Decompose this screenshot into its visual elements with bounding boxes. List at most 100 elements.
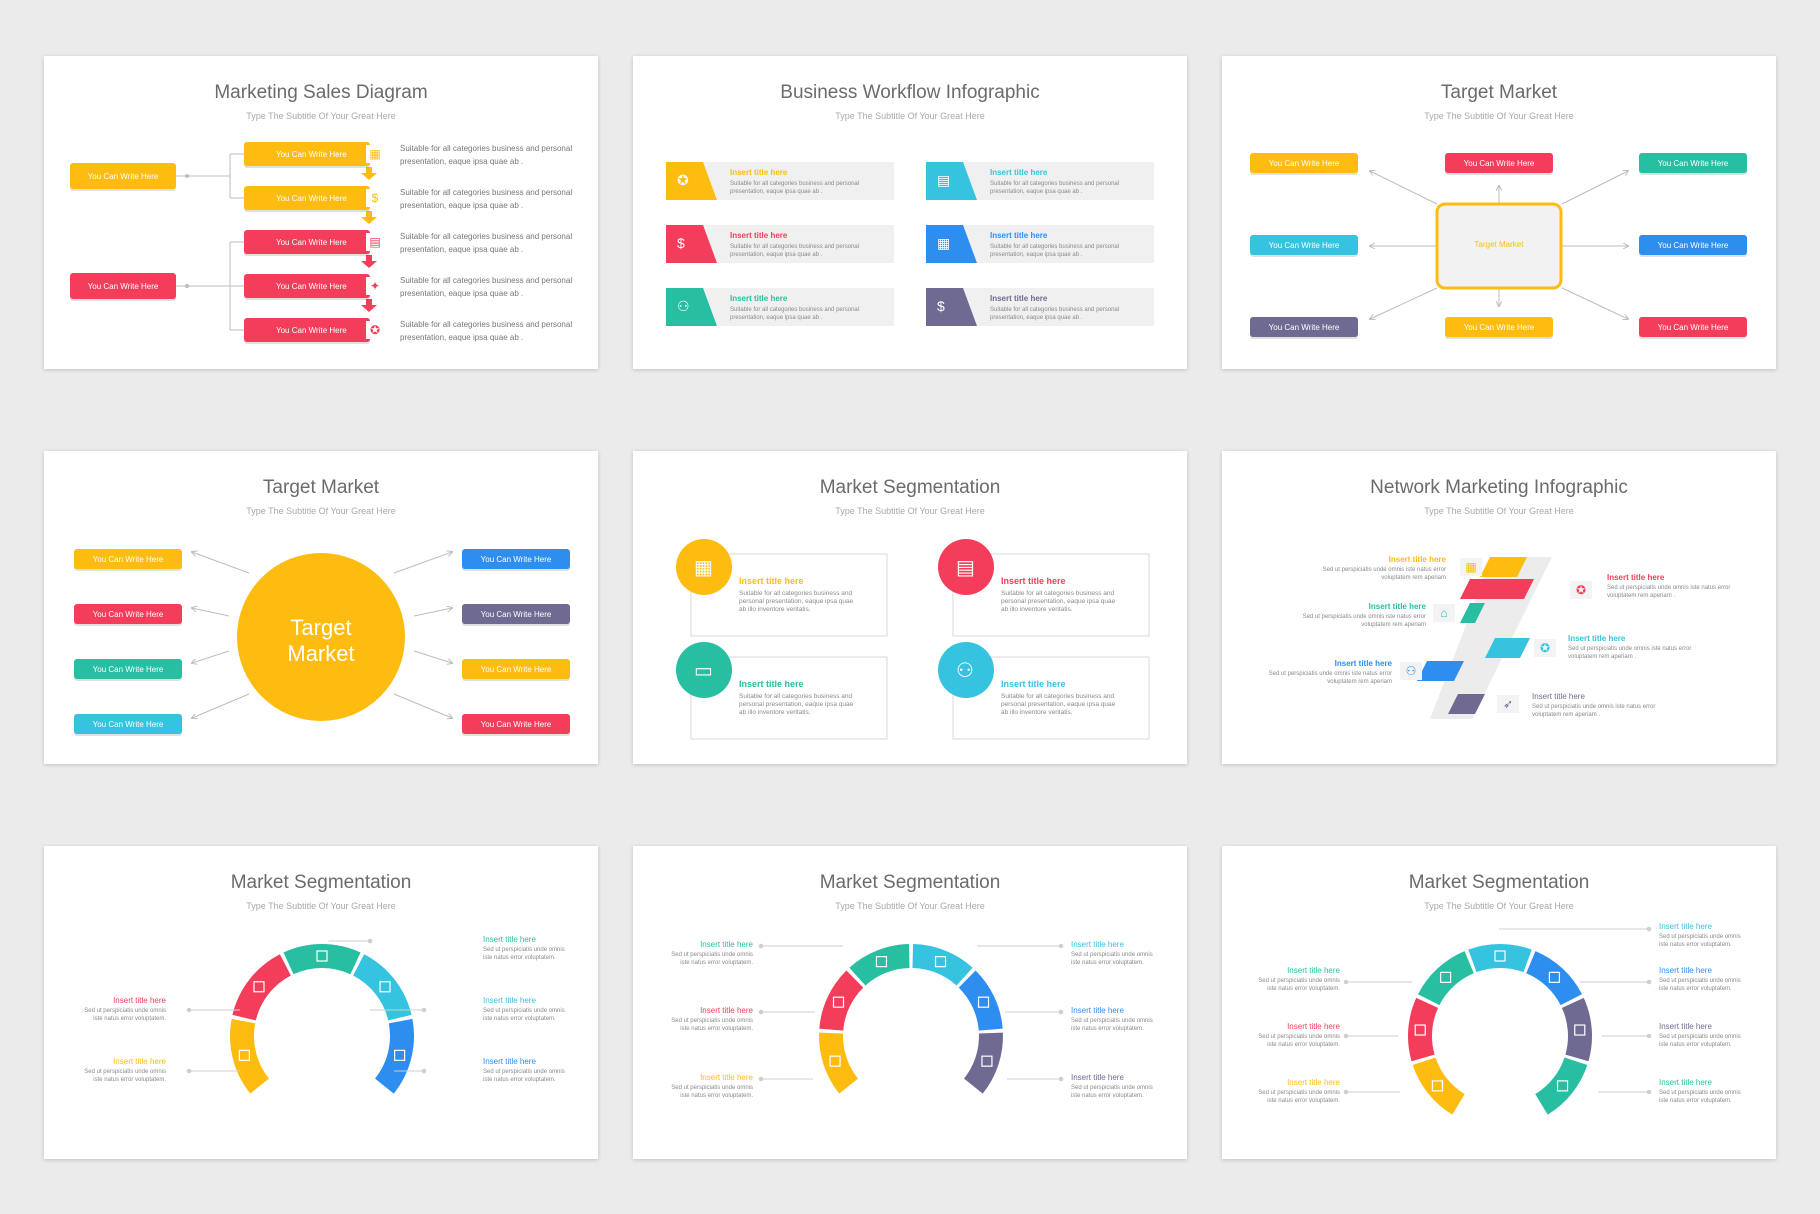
market-label: You Can Write Here (1250, 317, 1358, 337)
item-description: Sed ut perspiciatis unde omnis iste natus… (1659, 978, 1741, 992)
card-description: Suitable for all categories business and… (739, 590, 854, 613)
item-description: Sed ut perspiciatis unde omnis iste natus… (1659, 1034, 1741, 1048)
item-title: Insert title here (700, 940, 753, 949)
item-description: Sed ut perspiciatis unde omnis iste natu… (1302, 614, 1426, 628)
segment-icon (934, 956, 947, 968)
ring-segments (1408, 944, 1592, 1115)
award-icon: ✪ (1570, 581, 1592, 599)
ring-segment (1561, 997, 1592, 1062)
item-description: Suitable for all categories business and… (730, 181, 860, 195)
segment-icon (1556, 1080, 1569, 1092)
award-icon: ✪ (677, 172, 689, 188)
segment-icon (1494, 950, 1506, 962)
card-description: Suitable for all categories business and… (739, 693, 854, 716)
slide-market-segmentation-cards[interactable]: Market Segmentation Type The Subtitle Of… (633, 451, 1187, 764)
team-icon: ⚇ (956, 660, 974, 682)
slide-subtitle: Type The Subtitle Of Your Great Here (1424, 506, 1574, 516)
row-label: You Can Write Here (244, 142, 370, 166)
ring-segments (230, 944, 414, 1094)
item-title: Insert title here (483, 1057, 536, 1066)
item-title: Insert title here (730, 168, 788, 177)
item-title: Insert title here (700, 1073, 753, 1082)
moneybag-icon: $ (937, 298, 945, 314)
slide-target-market-box[interactable]: Target Market Type The Subtitle Of Your … (1222, 56, 1776, 369)
item-description: Sed ut perspiciatis unde omnis iste natus… (483, 947, 565, 961)
card-title: Insert title here (1001, 576, 1066, 586)
item-description: Sed ut perspiciatis unde omnis iste natus… (671, 1018, 753, 1032)
slide-market-segmentation-arc5[interactable]: Market Segmentation Type The Subtitle Of… (44, 846, 598, 1159)
card-title: Insert title here (1001, 679, 1066, 689)
item-title: Insert title here (700, 1006, 753, 1015)
market-label: You Can Write Here (74, 714, 182, 734)
slide-marketing-sales-diagram[interactable]: Marketing Sales Diagram Type The Subtitl… (44, 56, 598, 369)
monitor-chart-icon: ▤ (937, 172, 951, 188)
market-label: You Can Write Here (462, 549, 570, 569)
market-label: You Can Write Here (74, 659, 182, 679)
market-label: You Can Write Here (1250, 235, 1358, 255)
monitor-chart-icon: ▤ (956, 557, 975, 579)
slide-title: Market Segmentation (819, 872, 1001, 893)
row-label: You Can Write Here (244, 186, 370, 210)
ring-segment (912, 944, 973, 986)
slide-market-segmentation-arc7[interactable]: Market Segmentation Type The Subtitle Of… (1222, 846, 1776, 1159)
workflow-shapes (666, 162, 1154, 326)
slide-business-workflow[interactable]: Business Workflow Infographic Type The S… (633, 56, 1187, 369)
item-title: Insert title here (1287, 1022, 1340, 1031)
rocket-icon: ➶ (1497, 695, 1519, 713)
slide-network-marketing[interactable]: Network Marketing Infographic Type The S… (1222, 451, 1776, 764)
segment-icon (379, 981, 391, 993)
item-description: Sed ut perspiciatis unde omnis iste natus… (1258, 1090, 1340, 1104)
item-title: Insert title here (1659, 966, 1712, 975)
slide-subtitle: Type The Subtitle Of Your Great Here (246, 111, 396, 121)
segment-icon (832, 996, 845, 1008)
segment-icon (238, 1049, 250, 1061)
connector-arrows (1222, 56, 1776, 369)
item-description: Sed ut perspiciatis unde omnis iste natus… (671, 1085, 753, 1099)
item-title: Insert title here (1659, 1078, 1712, 1087)
segment-icon (1439, 971, 1452, 983)
item-title: Insert title here (113, 996, 166, 1005)
ring-segment (819, 1032, 858, 1094)
slide-market-segmentation-arc6[interactable]: Market Segmentation Type The Subtitle Of… (633, 846, 1187, 1159)
item-description: Sed ut perspiciatis unde omnis iste natus… (1258, 1034, 1340, 1048)
item-title: Insert title here (1532, 692, 1585, 701)
ring-segment (1468, 944, 1532, 973)
item-description: Sed ut perspiciatis unde omnis iste natus… (671, 952, 753, 966)
down-arrows (361, 167, 377, 312)
market-label: You Can Write Here (1639, 317, 1747, 337)
item-description: Sed ut perspiciatis unde omnis iste natus… (84, 1008, 166, 1022)
center-label: Target Market (287, 615, 355, 666)
item-description: Suitable for all categories business and… (990, 307, 1120, 321)
item-description: Sed ut perspiciatis unde omnis iste natu… (1568, 646, 1692, 660)
card-description: Suitable for all categories business and… (1001, 693, 1116, 716)
ring-segment (232, 954, 291, 1021)
ring-segment (1535, 1057, 1588, 1115)
monitor-chart-icon: ▤ (366, 233, 384, 251)
item-description: Sed ut perspiciatis unde omnis iste natu… (1607, 585, 1731, 599)
item-description: Sed ut perspiciatis unde omnis iste natus… (483, 1069, 565, 1083)
item-description: Sed ut perspiciatis unde omnis iste natu… (1268, 671, 1392, 685)
item-description: Sed ut perspiciatis unde omnis iste natu… (1322, 567, 1446, 581)
item-description: Suitable for all categories business and… (730, 244, 860, 258)
slide-title: Target Market (1440, 82, 1558, 103)
left-label-yellow: You Can Write Here (70, 163, 176, 189)
slide-subtitle: Type The Subtitle Of Your Great Here (835, 901, 985, 911)
ring-segment (353, 954, 412, 1021)
item-description: Suitable for all categories business and… (730, 307, 860, 321)
wallet-icon: ▭ (694, 660, 713, 682)
slide-title: Market Segmentation (1408, 872, 1590, 893)
card-title: Insert title here (739, 679, 804, 689)
team-icon: ⚇ (677, 298, 690, 314)
ring-segment (1408, 997, 1439, 1062)
item-title: Insert title here (1071, 1006, 1124, 1015)
slide-title: Business Workflow Infographic (780, 82, 1040, 103)
slide-target-market-circle[interactable]: Target Market Type The Subtitle Of Your … (44, 451, 598, 764)
slide-subtitle: Type The Subtitle Of Your Great Here (246, 506, 396, 516)
award-icon: ✪ (1534, 639, 1556, 657)
ring-segment (1526, 951, 1582, 1006)
slide-title: Market Segmentation (819, 477, 1001, 498)
market-label: You Can Write Here (74, 604, 182, 624)
lightbulb-icon: ✦ (366, 277, 384, 295)
item-title: Insert title here (1659, 1022, 1712, 1031)
row-label: You Can Write Here (244, 274, 370, 298)
